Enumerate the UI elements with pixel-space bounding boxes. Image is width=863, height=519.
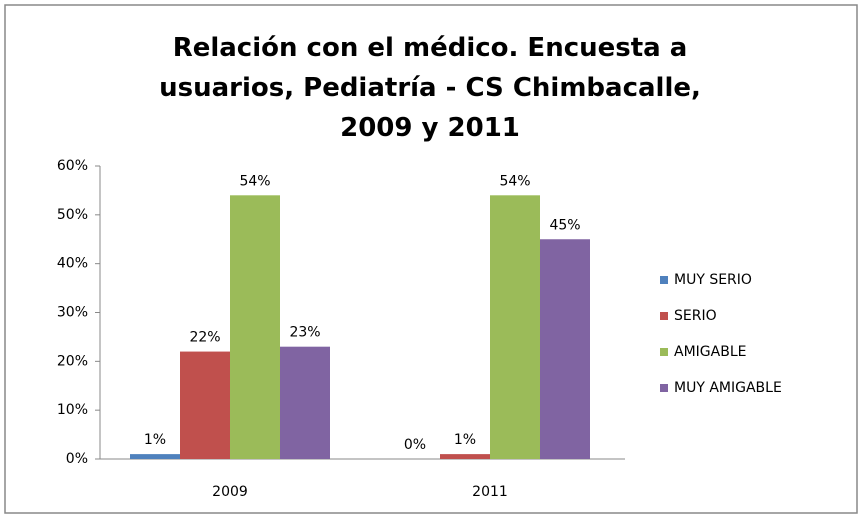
y-tick-label: 40%	[57, 256, 88, 272]
y-tick-label: 0%	[66, 451, 88, 467]
y-tick-label: 20%	[57, 353, 88, 369]
bar	[440, 454, 490, 459]
y-tick-label: 50%	[57, 207, 88, 223]
legend-label: MUY AMIGABLE	[674, 380, 782, 396]
legend-label: AMIGABLE	[674, 344, 746, 360]
value-label: 54%	[239, 173, 270, 189]
bar	[540, 239, 590, 459]
value-label: 23%	[289, 325, 320, 341]
value-label: 0%	[404, 437, 426, 453]
value-label: 54%	[499, 173, 530, 189]
bar	[180, 351, 230, 459]
legend-swatch	[660, 348, 668, 356]
legend-label: MUY SERIO	[674, 272, 752, 288]
value-label: 1%	[454, 432, 476, 448]
value-label: 1%	[144, 432, 166, 448]
y-tick-label: 60%	[57, 158, 88, 174]
chart-border	[4, 4, 858, 514]
legend-swatch	[660, 312, 668, 320]
legend-label: SERIO	[674, 308, 717, 324]
value-label: 45%	[549, 217, 580, 233]
bar	[280, 346, 330, 459]
bar	[490, 195, 540, 460]
bar	[130, 454, 180, 459]
legend-swatch	[660, 276, 668, 284]
y-tick-label: 30%	[57, 305, 88, 321]
bar	[230, 195, 280, 460]
value-label: 22%	[189, 330, 220, 346]
y-tick-label: 10%	[57, 402, 88, 418]
x-tick-label: 2009	[212, 484, 248, 500]
legend-swatch	[660, 384, 668, 392]
x-tick-label: 2011	[472, 484, 508, 500]
chart-title: Relación con el médico. Encuesta a usuar…	[159, 33, 701, 143]
